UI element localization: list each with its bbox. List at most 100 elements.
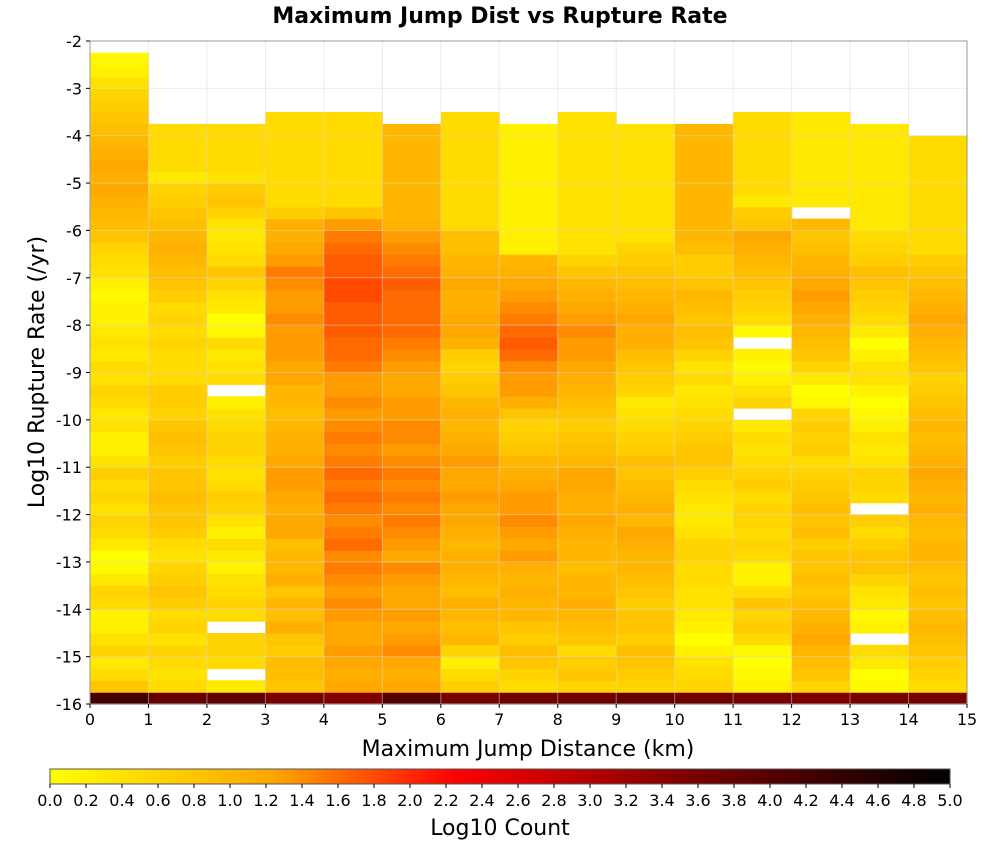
colorbar-tick-label: 0.2 — [73, 791, 98, 810]
heatmap-cell — [206, 514, 266, 528]
heatmap-cell — [733, 467, 793, 480]
heatmap-cell — [382, 609, 442, 622]
heatmap-cell — [323, 325, 383, 338]
heatmap-cell — [148, 490, 208, 504]
y-tick-label: -12 — [56, 506, 82, 525]
heatmap-cell — [90, 289, 150, 303]
heatmap-cell — [908, 467, 968, 480]
heatmap-cell — [674, 265, 734, 279]
colorbar-tick-label: 0.4 — [109, 791, 134, 810]
heatmap-cell — [323, 490, 383, 504]
heatmap-cell — [499, 325, 559, 338]
heatmap-cell — [323, 218, 383, 232]
heatmap-cell — [206, 561, 266, 575]
heatmap-cell — [323, 313, 383, 326]
heatmap-cell — [90, 52, 150, 66]
heatmap-cell — [148, 218, 208, 232]
heatmap-cell — [499, 538, 559, 551]
heatmap-cell — [674, 692, 734, 705]
heatmap-cell — [440, 597, 500, 610]
heatmap-cell — [850, 431, 910, 445]
heatmap-cell — [908, 609, 968, 622]
heatmap-cell — [90, 467, 150, 480]
heatmap-cell — [499, 277, 559, 291]
heatmap-cell — [499, 301, 559, 314]
heatmap-cell — [791, 573, 851, 587]
y-tick-label: -7 — [66, 269, 82, 288]
heatmap-cell — [265, 490, 325, 504]
x-tick-label: 3 — [260, 710, 270, 729]
heatmap-cell — [148, 455, 208, 468]
heatmap-cell — [323, 502, 383, 516]
heatmap-cell — [616, 384, 676, 397]
x-axis-label: Maximum Jump Distance (km) — [362, 737, 695, 762]
heatmap-cell — [499, 479, 559, 492]
heatmap-cell — [850, 277, 910, 291]
heatmap-cell — [323, 585, 383, 599]
heatmap-cell — [791, 254, 851, 267]
y-tick-label: -8 — [66, 316, 82, 335]
heatmap-cell — [382, 408, 442, 421]
heatmap-cell — [148, 408, 208, 421]
heatmap-cell — [616, 289, 676, 303]
heatmap-cell — [616, 692, 676, 705]
heatmap-cell — [791, 277, 851, 291]
heatmap-cell — [440, 313, 500, 326]
heatmap-cell — [206, 502, 266, 516]
heatmap-cell — [557, 431, 617, 445]
heatmap-cell — [674, 644, 734, 658]
heatmap-cell — [557, 325, 617, 338]
heatmap-cell — [850, 668, 910, 681]
heatmap-cell — [323, 408, 383, 421]
heatmap-cell — [440, 526, 500, 539]
heatmap-cell — [265, 680, 325, 693]
heatmap-cell — [265, 538, 325, 551]
colorbar-tick-label: 3.8 — [721, 791, 746, 810]
x-tick-label: 2 — [202, 710, 212, 729]
colorbar-tick-label: 4.0 — [757, 791, 782, 810]
heatmap-cell — [90, 242, 150, 255]
heatmap-cell — [557, 550, 617, 563]
heatmap-cell — [382, 561, 442, 575]
heatmap-cell — [674, 561, 734, 575]
heatmap-cell — [557, 644, 617, 658]
heatmap-cell — [791, 396, 851, 409]
heatmap-cell — [206, 479, 266, 492]
heatmap-cell — [382, 360, 442, 374]
heatmap-cell — [733, 692, 793, 705]
heatmap-cell — [908, 254, 968, 267]
x-tick-label: 14 — [898, 710, 918, 729]
heatmap-cell — [850, 490, 910, 504]
heatmap-cell — [733, 479, 793, 492]
heatmap-cell — [382, 336, 442, 350]
heatmap-cell — [908, 372, 968, 385]
colorbar-ticks: 0.0 0.2 0.4 0.6 0.8 1.0 1.2 1.4 1.6 1.8 2.0 2.2 2.4 2… — [37, 784, 963, 810]
heatmap-cell — [323, 384, 383, 397]
heatmap-cell — [382, 467, 442, 480]
heatmap-cell — [908, 573, 968, 587]
heatmap-cell — [323, 419, 383, 433]
colorbar-tick-label: 2.2 — [433, 791, 458, 810]
heatmap-cell — [265, 384, 325, 397]
heatmap-cell — [90, 490, 150, 504]
heatmap-cell — [90, 265, 150, 279]
heatmap-cell — [148, 680, 208, 693]
heatmap-cell — [791, 265, 851, 279]
heatmap-cell — [733, 514, 793, 528]
heatmap-cell — [265, 526, 325, 539]
heatmap-cell — [90, 348, 150, 362]
heatmap-cell — [206, 467, 266, 480]
heatmap-cell — [90, 206, 150, 220]
heatmap-cell — [616, 632, 676, 646]
heatmap-cell — [323, 656, 383, 670]
heatmap-cell — [674, 668, 734, 681]
heatmap-cell — [616, 561, 676, 575]
heatmap-cell — [382, 384, 442, 397]
heatmap-cell — [265, 573, 325, 587]
heatmap-cell — [908, 538, 968, 551]
heatmap-cell — [265, 692, 325, 705]
colorbar-tick-label: 3.2 — [613, 791, 638, 810]
heatmap-cell — [265, 265, 325, 279]
heatmap-cell — [382, 313, 442, 326]
